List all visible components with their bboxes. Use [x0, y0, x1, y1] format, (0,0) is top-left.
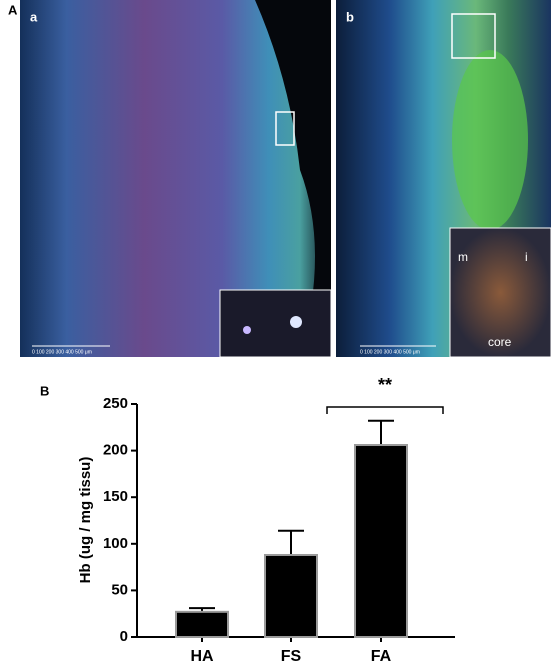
roi-box — [451, 13, 496, 59]
y-tick-label: 250 — [103, 395, 128, 412]
y-tick-label: 150 — [103, 488, 128, 505]
inset-label: m — [458, 250, 468, 264]
cell — [290, 316, 302, 328]
y-tick-label: 0 — [120, 628, 128, 645]
green-region — [452, 50, 528, 230]
x-tick-label: FA — [371, 648, 392, 664]
y-tick-label: 100 — [103, 535, 128, 552]
panel-label: B — [40, 383, 49, 398]
bar — [175, 610, 229, 638]
y-axis-label: Hb (ug / mg tissu) — [77, 457, 94, 584]
inset-label: core — [488, 335, 512, 349]
x-tick-label: FS — [281, 648, 302, 664]
significance-bracket — [326, 406, 444, 414]
scale-label: 0 100 200 300 400 500 μm — [32, 349, 92, 355]
bar — [354, 444, 408, 638]
cell — [243, 326, 251, 334]
inset-b — [449, 227, 551, 358]
panel-sublabel: b — [346, 9, 354, 24]
inset-label: i — [525, 250, 528, 264]
panel-label: A — [8, 2, 18, 17]
x-tick-label: HA — [190, 648, 214, 664]
panel-sublabel: a — [30, 9, 38, 24]
background — [255, 0, 331, 357]
inset-a — [219, 289, 332, 358]
roi-box — [275, 111, 295, 146]
scale-label: 0 100 200 300 400 500 μm — [360, 349, 420, 355]
y-tick-label: 50 — [111, 581, 128, 598]
bar — [264, 553, 318, 639]
y-tick-label: 200 — [103, 442, 128, 459]
significance-label: ** — [378, 375, 392, 395]
